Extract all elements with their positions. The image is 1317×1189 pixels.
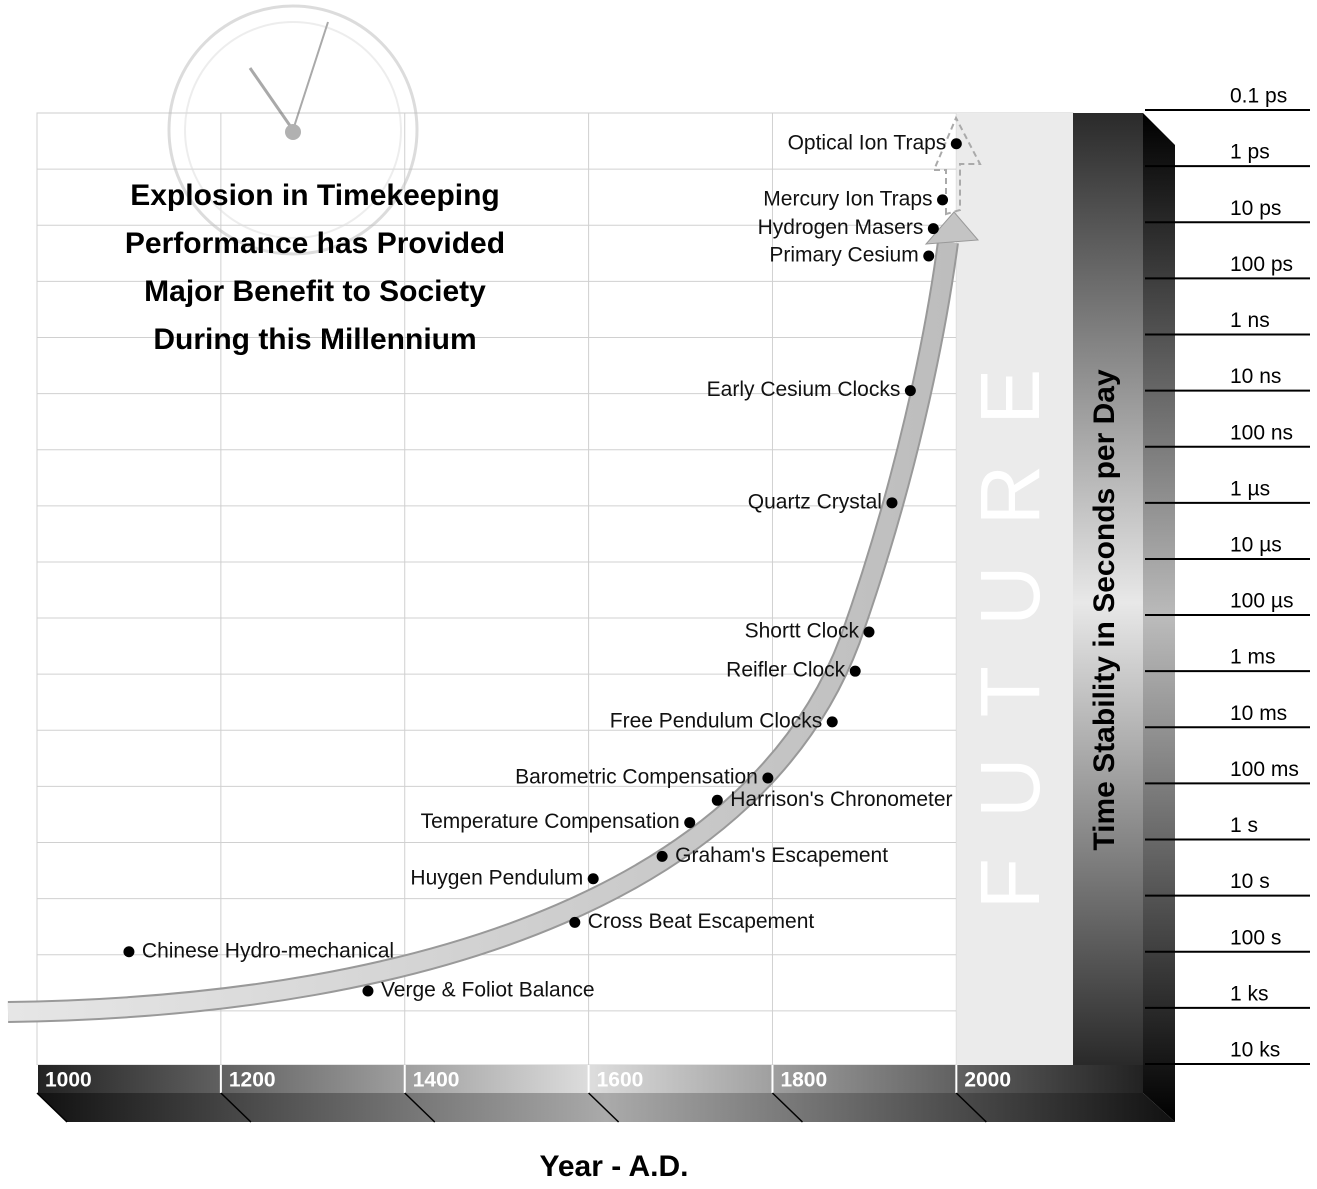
point-label: Cross Beat Escapement (588, 910, 815, 933)
arrow-body (7, 240, 957, 1021)
y-tick-label: 1 ms (1230, 646, 1276, 669)
y-tick-label: 100 s (1230, 926, 1281, 949)
arrow-head (924, 211, 980, 245)
future-band (956, 113, 1073, 1065)
chart-title: Major Benefit to Society (144, 275, 486, 308)
point-label: Quartz Crystal (748, 490, 882, 513)
x-axis-face (37, 1093, 1175, 1122)
y-tick-label: 1 µs (1230, 477, 1270, 500)
y-tick-label: 1 s (1230, 814, 1258, 837)
chart-title: During this Millennium (153, 323, 476, 356)
x-tick-line (220, 1092, 252, 1123)
clock-hand (248, 67, 295, 131)
data-point (937, 194, 949, 206)
y-tick-label: 100 ns (1230, 421, 1293, 444)
data-point (886, 497, 898, 509)
y-tick-label: 100 µs (1230, 590, 1293, 613)
x-tick-label: 2000 (964, 1069, 1011, 1092)
data-point (863, 626, 875, 638)
ticks: 0.1 ps 1 ps 10 ps 100 ps 1 ns 10 ns 100 ns 1 µs… (36, 85, 1310, 1123)
y-tick-label: 10 s (1230, 870, 1270, 893)
data-point (826, 716, 838, 728)
chart-title: Explosion in Timekeeping (130, 179, 500, 212)
data-point (927, 223, 939, 235)
point-label: Mercury Ion Traps (763, 187, 932, 210)
point-label: Optical Ion Traps (788, 131, 947, 154)
clock-hand (292, 21, 329, 131)
point-label: Huygen Pendulum (410, 866, 583, 889)
point-label: Temperature Compensation (421, 810, 680, 833)
y-axis-side (1143, 113, 1175, 1122)
clock-face (167, 4, 419, 256)
x-tick-line (404, 1092, 436, 1123)
data-point (711, 794, 723, 806)
x-axis-label: Year - A.D. (540, 1150, 689, 1183)
x-tick-line (588, 1092, 620, 1123)
y-tick-label: 100 ps (1230, 253, 1293, 276)
point-label: Barometric Compensation (515, 766, 758, 789)
chart-title: Performance has Provided (125, 227, 505, 260)
y-tick-label: 10 ps (1230, 197, 1281, 220)
point-label: Harrison's Chronometer (730, 788, 952, 811)
clock (167, 4, 419, 256)
y-tick-label: 100 ms (1230, 758, 1299, 781)
data-point (362, 985, 374, 997)
trend-arrow (7, 115, 982, 1023)
y-tick-label: 10 ns (1230, 365, 1281, 388)
y-tick-label: 1 ns (1230, 309, 1270, 332)
point-label: Reifler Clock (726, 659, 846, 682)
clock-center (285, 124, 301, 140)
y-tick-label: 10 ms (1230, 702, 1287, 725)
x-tick-label: 1600 (597, 1069, 644, 1092)
x-tick-label: 1000 (45, 1069, 92, 1092)
x-tick-line (36, 1092, 68, 1123)
y-tick-label: 0.1 ps (1230, 85, 1287, 108)
point-label: Graham's Escapement (675, 844, 888, 867)
points: Chinese Hydro-mechanical Verge & Foliot B… (123, 131, 962, 1002)
data-point (923, 250, 935, 262)
point-label: Hydrogen Masers (758, 216, 924, 239)
future-annotation: FUTURE (963, 329, 1057, 910)
x-tick-label: 1400 (413, 1069, 460, 1092)
y-axis-label: Time Stability in Seconds per Day (1088, 369, 1121, 851)
data-point (904, 385, 916, 397)
data-point (849, 665, 861, 677)
point-label: Shortt Clock (745, 619, 860, 642)
data-point (569, 916, 581, 928)
data-point (656, 850, 668, 862)
clock-ring (184, 21, 402, 239)
data-point (950, 138, 962, 150)
data-point (123, 946, 135, 958)
point-label: Early Cesium Clocks (707, 378, 901, 401)
title: Explosion in Timekeeping Performance has… (125, 179, 505, 356)
y-tick-label: 10 µs (1230, 533, 1282, 556)
y-tick-label: 10 ks (1230, 1039, 1280, 1062)
y-axis-wall (1073, 113, 1143, 1093)
x-tick-label: 1200 (229, 1069, 276, 1092)
x-tick-line (955, 1092, 987, 1123)
point-label: Chinese Hydro-mechanical (142, 939, 394, 962)
data-point (684, 817, 696, 829)
point-label: Free Pendulum Clocks (610, 709, 822, 732)
x-tick-label: 1800 (780, 1069, 827, 1092)
x-tick-line (771, 1092, 803, 1123)
point-label: Verge & Foliot Balance (381, 979, 595, 1002)
future-region: FUTURE (956, 113, 1073, 1065)
future-arrow (932, 115, 982, 216)
y-tick-label: 1 ps (1230, 141, 1270, 164)
data-point (762, 772, 774, 784)
data-point (587, 873, 599, 885)
y-tick-label: 1 ks (1230, 982, 1269, 1005)
point-label: Primary Cesium (769, 244, 918, 267)
